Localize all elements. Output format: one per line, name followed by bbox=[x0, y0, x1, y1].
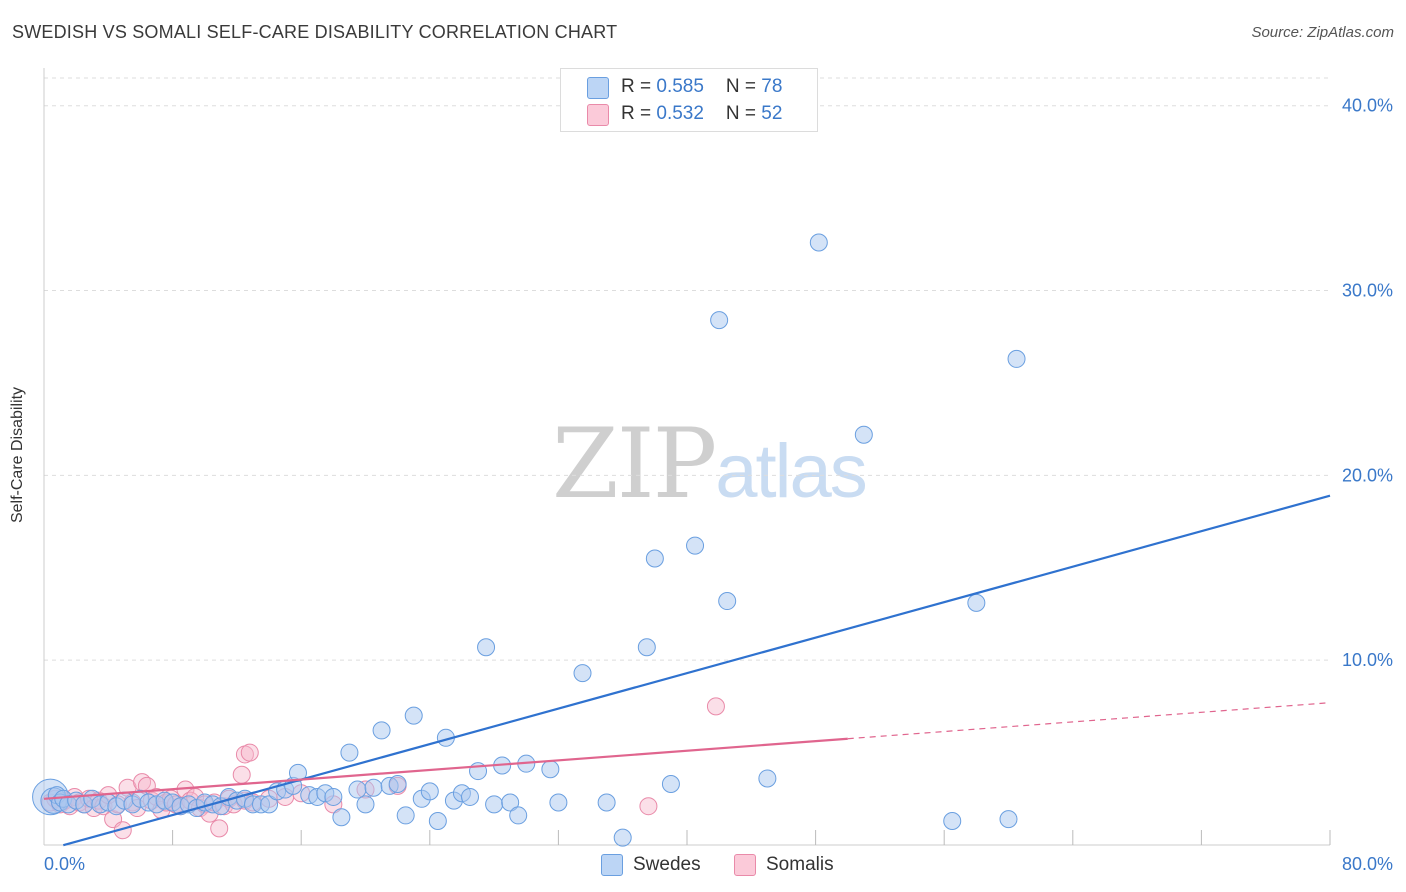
swedes-point-41 bbox=[348, 780, 367, 799]
source-credit: Source: ZipAtlas.com bbox=[1251, 24, 1394, 41]
swedes-swatch bbox=[587, 77, 609, 99]
grid-layer bbox=[44, 77, 1330, 661]
swedes-point-43 bbox=[364, 778, 383, 797]
swedes-point-72 bbox=[710, 311, 729, 330]
legend-swedes-text: R = 0.585 N = 78 bbox=[621, 74, 782, 100]
swedes-point-69 bbox=[645, 549, 664, 568]
swedes-point-38 bbox=[324, 787, 343, 806]
swedes-point-46 bbox=[388, 775, 407, 794]
somalis-point-35 bbox=[210, 819, 229, 838]
swedes-point-57 bbox=[477, 638, 496, 657]
somalis-n-value: 52 bbox=[761, 103, 783, 124]
watermark: ZIPatlas bbox=[552, 408, 868, 520]
somalis-trend-line bbox=[43, 737, 848, 800]
swedes-point-61 bbox=[509, 806, 528, 825]
y-axis-label: Self-Care Disability bbox=[9, 386, 26, 524]
somalis-point-40 bbox=[232, 765, 251, 784]
axis-layer bbox=[43, 68, 1331, 846]
swedes-point-48 bbox=[404, 706, 423, 725]
swedes-point-68 bbox=[637, 638, 656, 657]
somalis-point-51 bbox=[706, 697, 725, 716]
swedes-point-42 bbox=[356, 795, 375, 814]
y-tick-label-2: 30.0% bbox=[1342, 281, 1393, 301]
swedes-point-79 bbox=[999, 810, 1018, 829]
swedes-point-40 bbox=[340, 743, 359, 762]
somalis-points bbox=[41, 697, 725, 840]
swedes-point-63 bbox=[541, 760, 560, 779]
somalis-legend-swatch bbox=[734, 854, 756, 876]
y-tick-label-3: 40.0% bbox=[1342, 96, 1393, 116]
watermark-zip: ZIP bbox=[552, 408, 717, 520]
somalis-swatch bbox=[587, 104, 609, 126]
swedes-point-47 bbox=[396, 806, 415, 825]
somalis-point-42 bbox=[240, 743, 259, 762]
swedes-point-51 bbox=[428, 811, 447, 830]
somalis-n-label: N = bbox=[725, 103, 762, 124]
swedes-point-39 bbox=[332, 808, 351, 827]
x-tick-label-0: 0.0% bbox=[44, 854, 85, 874]
swedes-point-77 bbox=[943, 811, 962, 830]
somalis-trend-line-extension bbox=[847, 702, 1331, 740]
swedes-n-value: 78 bbox=[761, 76, 783, 97]
swedes-point-60 bbox=[501, 793, 520, 812]
somalis-r-label: R = bbox=[621, 103, 657, 124]
swedes-trend-line bbox=[62, 494, 1331, 847]
swedes-point-58 bbox=[485, 795, 504, 814]
swedes-point-67 bbox=[613, 828, 632, 847]
swedes-point-66 bbox=[597, 793, 616, 812]
watermark-atlas: atlas bbox=[715, 429, 868, 514]
somalis-r-value: 0.532 bbox=[656, 103, 704, 124]
swedes-legend-swatch bbox=[601, 854, 623, 876]
swedes-point-80 bbox=[1007, 349, 1026, 368]
swedes-r-label: R = bbox=[621, 76, 657, 97]
correlation-legend: R = 0.585 N = 78 R = 0.532 N = 52 bbox=[560, 68, 818, 132]
swedes-point-64 bbox=[549, 793, 568, 812]
swedes-point-76 bbox=[854, 425, 873, 444]
swedes-point-71 bbox=[686, 536, 705, 555]
chart-title: SWEDISH VS SOMALI SELF-CARE DISABILITY C… bbox=[12, 22, 618, 42]
swedes-point-78 bbox=[967, 593, 986, 612]
swedes-point-73 bbox=[718, 592, 737, 611]
swedes-point-44 bbox=[372, 721, 391, 740]
tick-label-layer: 10.0% 20.0% 30.0% 40.0% 0.0% 80.0% bbox=[44, 96, 1393, 874]
x-tick-label-1: 80.0% bbox=[1342, 854, 1393, 874]
swedes-points bbox=[32, 233, 1026, 847]
swedes-point-75 bbox=[809, 233, 828, 252]
swedes-legend-label: Swedes bbox=[633, 854, 701, 875]
y-tick-label-0: 10.0% bbox=[1342, 650, 1393, 670]
swedes-n-label: N = bbox=[725, 76, 762, 97]
swedes-point-30 bbox=[260, 795, 279, 814]
swedes-point-65 bbox=[573, 664, 592, 683]
somalis-legend-label: Somalis bbox=[766, 854, 834, 875]
swedes-point-55 bbox=[460, 787, 479, 806]
swedes-point-74 bbox=[758, 769, 777, 788]
legend-somalis-text: R = 0.532 N = 52 bbox=[621, 101, 782, 127]
swedes-point-70 bbox=[661, 775, 680, 794]
trend-layer bbox=[43, 494, 1331, 847]
swedes-point-50 bbox=[420, 782, 439, 801]
y-tick-label-1: 20.0% bbox=[1342, 465, 1393, 485]
somalis-point-50 bbox=[639, 797, 658, 816]
swedes-r-value: 0.585 bbox=[656, 76, 704, 97]
